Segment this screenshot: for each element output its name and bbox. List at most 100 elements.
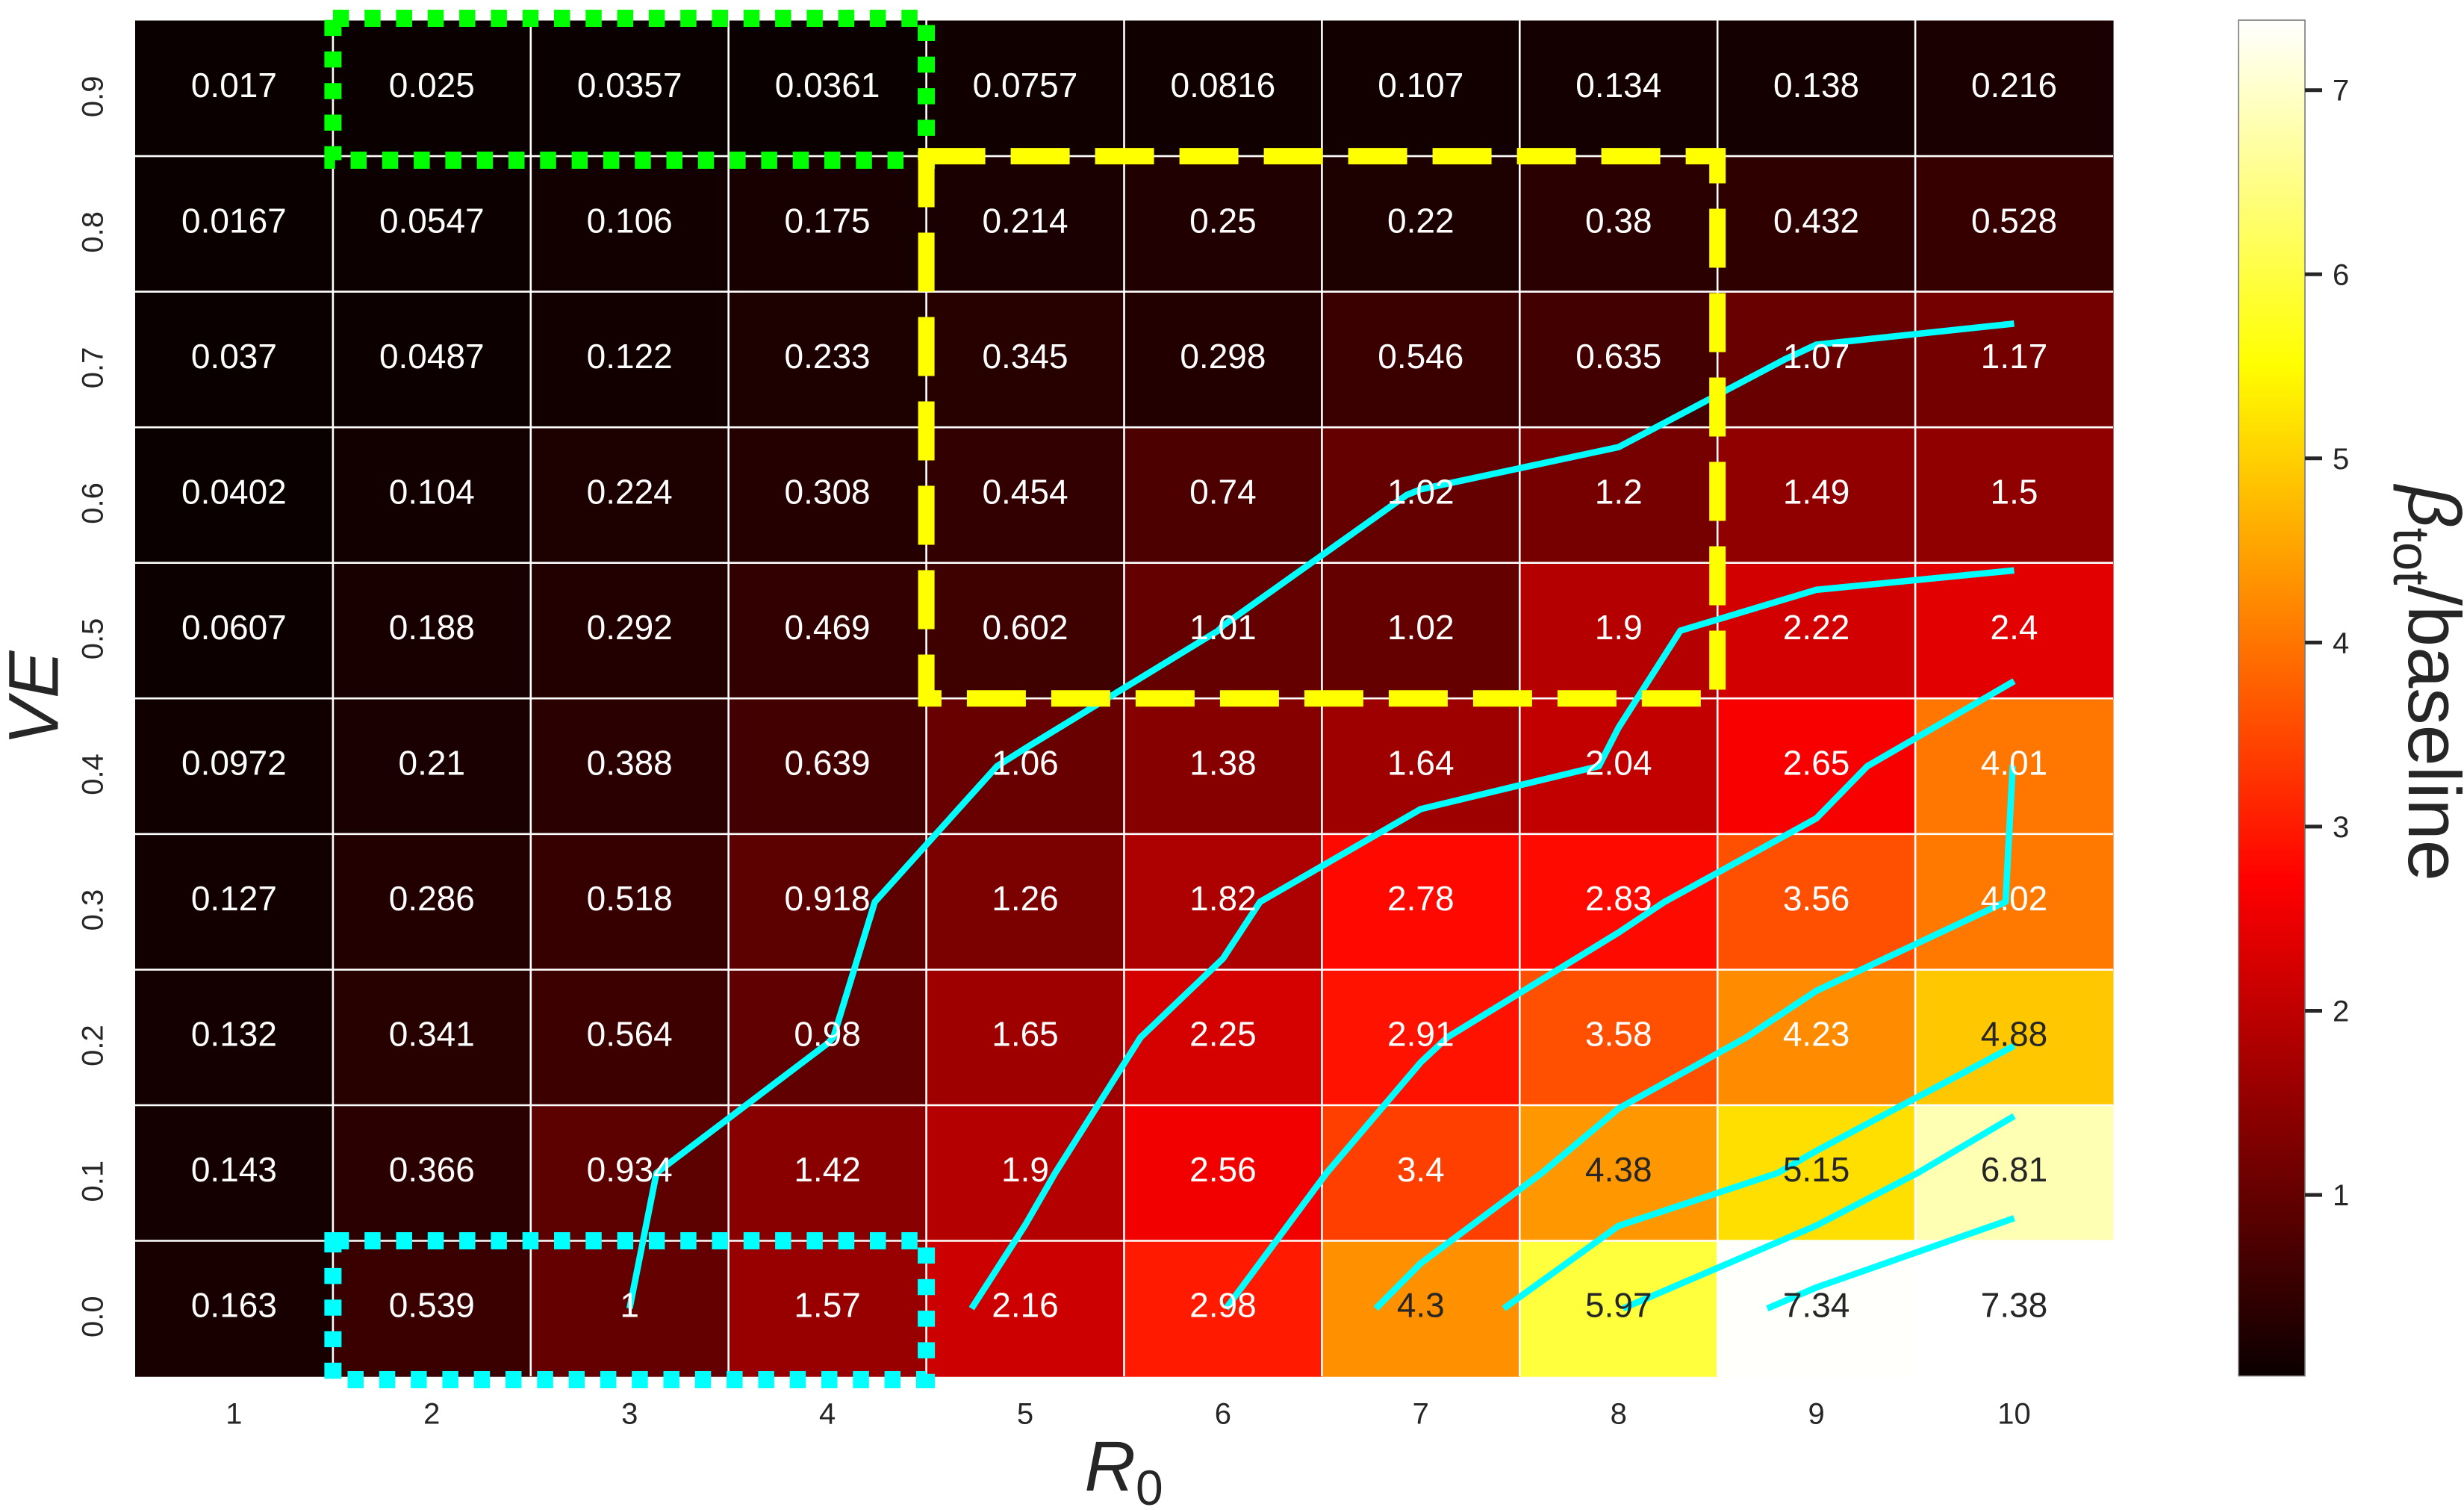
svg-text:βtot/baseline: βtot/baseline	[2383, 483, 2464, 881]
svg-text:2.83: 2.83	[1585, 879, 1652, 918]
svg-text:0.163: 0.163	[191, 1286, 277, 1325]
svg-text:4: 4	[819, 1398, 836, 1431]
svg-text:0.122: 0.122	[587, 337, 673, 376]
svg-text:0.224: 0.224	[587, 472, 673, 511]
svg-text:4: 4	[2333, 627, 2349, 659]
svg-text:1.65: 1.65	[992, 1015, 1059, 1054]
svg-text:0.388: 0.388	[587, 744, 673, 783]
svg-text:2.16: 2.16	[992, 1286, 1059, 1325]
svg-text:0.0357: 0.0357	[577, 66, 682, 105]
svg-text:0.233: 0.233	[785, 337, 871, 376]
svg-text:3.58: 3.58	[1585, 1015, 1652, 1054]
svg-text:7.34: 7.34	[1783, 1286, 1850, 1325]
svg-text:VE: VE	[0, 650, 74, 745]
svg-text:0.9: 0.9	[77, 75, 110, 117]
svg-text:0.298: 0.298	[1180, 337, 1266, 376]
svg-text:1: 1	[2333, 1179, 2349, 1212]
svg-text:1.2: 1.2	[1595, 472, 1643, 511]
svg-text:5.97: 5.97	[1585, 1286, 1652, 1325]
svg-text:1.02: 1.02	[1387, 608, 1455, 647]
svg-text:1.17: 1.17	[1981, 337, 2048, 376]
svg-text:1.01: 1.01	[1189, 608, 1257, 647]
svg-text:1: 1	[620, 1286, 639, 1325]
svg-text:2: 2	[2333, 995, 2349, 1028]
svg-text:0.4: 0.4	[77, 754, 110, 795]
svg-text:2.04: 2.04	[1585, 744, 1652, 783]
svg-text:1: 1	[225, 1398, 242, 1431]
svg-text:5.15: 5.15	[1783, 1150, 1850, 1189]
svg-text:0.104: 0.104	[389, 472, 475, 511]
svg-text:1.9: 1.9	[1001, 1150, 1049, 1189]
svg-text:6: 6	[1215, 1398, 1231, 1431]
svg-text:0.134: 0.134	[1575, 66, 1661, 105]
svg-text:0.0757: 0.0757	[973, 66, 1078, 105]
svg-text:6: 6	[2333, 258, 2349, 291]
svg-text:0.564: 0.564	[587, 1015, 673, 1054]
svg-text:0.037: 0.037	[191, 337, 277, 376]
svg-text:4.38: 4.38	[1585, 1150, 1652, 1189]
svg-text:1.5: 1.5	[1991, 472, 2038, 511]
svg-text:0.539: 0.539	[389, 1286, 475, 1325]
svg-text:0.127: 0.127	[191, 879, 277, 918]
svg-text:0.0816: 0.0816	[1171, 66, 1276, 105]
svg-text:0.0547: 0.0547	[379, 201, 485, 240]
svg-text:0.0487: 0.0487	[379, 337, 485, 376]
svg-text:0.3: 0.3	[77, 889, 110, 931]
svg-text:0.0361: 0.0361	[775, 66, 880, 105]
svg-text:0.918: 0.918	[785, 879, 871, 918]
svg-text:4.02: 4.02	[1981, 879, 2048, 918]
svg-text:0.214: 0.214	[982, 201, 1068, 240]
svg-text:5: 5	[1017, 1398, 1033, 1431]
svg-text:0.188: 0.188	[389, 608, 475, 647]
svg-text:0.432: 0.432	[1773, 201, 1859, 240]
svg-text:0.366: 0.366	[389, 1150, 475, 1189]
svg-text:1.49: 1.49	[1783, 472, 1850, 511]
svg-text:0.345: 0.345	[982, 337, 1068, 376]
svg-text:2.98: 2.98	[1189, 1286, 1257, 1325]
svg-text:0.286: 0.286	[389, 879, 475, 918]
svg-text:3: 3	[2333, 811, 2349, 844]
svg-text:1.9: 1.9	[1595, 608, 1643, 647]
svg-text:2.65: 2.65	[1783, 744, 1850, 783]
svg-text:1.06: 1.06	[992, 744, 1059, 783]
svg-text:4.3: 4.3	[1397, 1286, 1445, 1325]
svg-text:0.017: 0.017	[191, 66, 277, 105]
svg-text:0.7: 0.7	[77, 347, 110, 389]
svg-text:0.74: 0.74	[1189, 472, 1257, 511]
svg-text:0.0607: 0.0607	[181, 608, 287, 647]
svg-text:0.546: 0.546	[1378, 337, 1463, 376]
svg-text:2.25: 2.25	[1189, 1015, 1257, 1054]
svg-text:1.02: 1.02	[1387, 472, 1455, 511]
svg-text:0.0402: 0.0402	[181, 472, 287, 511]
svg-text:0.0167: 0.0167	[181, 201, 287, 240]
svg-text:0.25: 0.25	[1189, 201, 1257, 240]
svg-text:0.175: 0.175	[785, 201, 871, 240]
svg-text:0.8: 0.8	[77, 211, 110, 253]
svg-text:0.639: 0.639	[785, 744, 871, 783]
svg-text:1.57: 1.57	[794, 1286, 861, 1325]
svg-text:0.5: 0.5	[77, 618, 110, 660]
svg-text:1.64: 1.64	[1387, 744, 1455, 783]
svg-text:0.308: 0.308	[785, 472, 871, 511]
svg-text:0.025: 0.025	[389, 66, 475, 105]
svg-text:0.602: 0.602	[982, 608, 1068, 647]
svg-text:0.0: 0.0	[77, 1296, 110, 1337]
svg-text:0.1: 0.1	[77, 1161, 110, 1202]
svg-text:0.143: 0.143	[191, 1150, 277, 1189]
svg-text:0.38: 0.38	[1585, 201, 1652, 240]
svg-text:4.88: 4.88	[1981, 1015, 2048, 1054]
svg-text:0.216: 0.216	[1971, 66, 2057, 105]
svg-text:0.22: 0.22	[1387, 201, 1455, 240]
svg-text:3.4: 3.4	[1397, 1150, 1445, 1189]
svg-text:1.07: 1.07	[1783, 337, 1850, 376]
svg-text:0.528: 0.528	[1971, 201, 2057, 240]
svg-text:10: 10	[1997, 1398, 2031, 1431]
svg-text:3: 3	[621, 1398, 638, 1431]
svg-text:2.4: 2.4	[1991, 608, 2038, 647]
svg-text:3.56: 3.56	[1783, 879, 1850, 918]
svg-text:7: 7	[2333, 75, 2349, 108]
svg-text:0.0972: 0.0972	[181, 744, 287, 783]
svg-text:0.6: 0.6	[77, 482, 110, 524]
svg-text:9: 9	[1808, 1398, 1824, 1431]
svg-text:2: 2	[423, 1398, 440, 1431]
